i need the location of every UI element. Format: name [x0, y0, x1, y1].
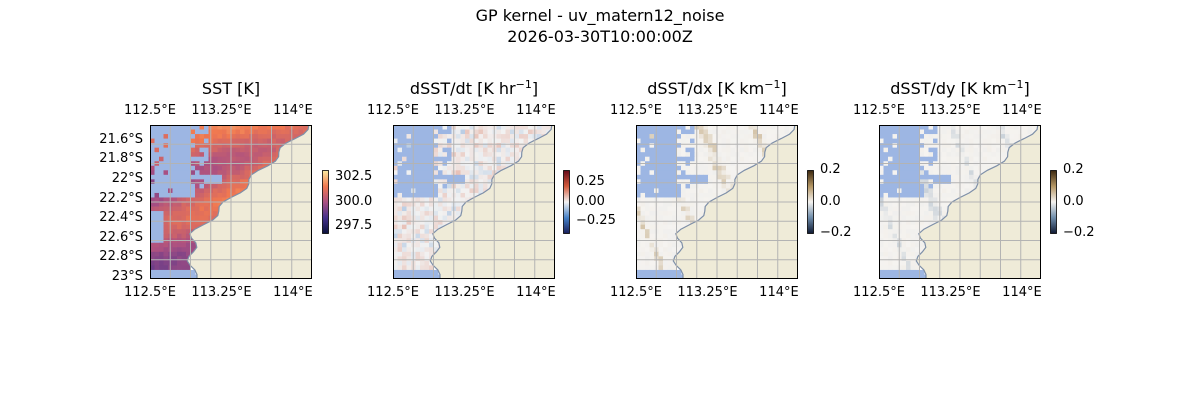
panel-title: dSST/dx [K km−1]	[567, 78, 867, 98]
colorbar	[563, 170, 570, 234]
map-frame	[636, 125, 798, 279]
x-tick-label-top: 114°E	[273, 103, 313, 118]
figure-title: GP kernel - uv_matern12_noise	[475, 6, 725, 25]
x-tick-label-top: 112.5°E	[610, 103, 662, 118]
figure-subtitle: 2026-03-30T10:00:00Z	[507, 27, 693, 46]
x-tick-label-bottom: 113.25°E	[191, 285, 252, 300]
x-tick-label-top: 112.5°E	[853, 103, 905, 118]
colorbar-tick-label: 302.5	[335, 168, 373, 184]
colorbar-tick-label: 0.00	[576, 193, 605, 209]
map-panel	[393, 125, 555, 279]
x-tick-label-top: 114°E	[759, 103, 799, 118]
panel-title-text: dSST/dx [K km	[647, 79, 765, 98]
x-tick-label-bottom: 113.25°E	[920, 285, 981, 300]
x-tick-label-bottom: 114°E	[1002, 285, 1042, 300]
x-tick-label-bottom: 114°E	[273, 285, 313, 300]
colorbar-tick-label: 0.0	[1063, 193, 1084, 209]
x-tick-label-top: 114°E	[516, 103, 556, 118]
panel-title: dSST/dy [K km−1]	[810, 78, 1110, 98]
colorbar-tick-label: −0.25	[576, 213, 616, 229]
y-tick-label: 21.8°S	[99, 151, 143, 167]
colorbar-tick-label: 297.5	[335, 218, 373, 234]
gridlines	[879, 125, 1041, 279]
x-tick-label-top: 113.25°E	[191, 103, 252, 118]
panel-title-bracket: ]	[780, 79, 787, 98]
x-tick-label-bottom: 113.25°E	[434, 285, 495, 300]
colorbar-tick-label: 0.0	[820, 193, 841, 209]
colorbar	[807, 170, 814, 234]
x-tick-label-top: 112.5°E	[124, 103, 176, 118]
gridlines	[393, 125, 555, 279]
data-field	[636, 125, 798, 279]
x-tick-label-top: 113.25°E	[677, 103, 738, 118]
x-tick-label-top: 114°E	[1002, 103, 1042, 118]
y-tick-label: 22°S	[111, 170, 143, 186]
y-tick-label: 22.8°S	[99, 249, 143, 265]
panel-title-exponent: −1	[515, 78, 532, 91]
x-tick-label-bottom: 112.5°E	[367, 285, 419, 300]
x-tick-label-bottom: 114°E	[759, 285, 799, 300]
x-tick-label-bottom: 114°E	[516, 285, 556, 300]
y-tick-label: 23°S	[111, 269, 143, 285]
map-frame	[879, 125, 1041, 279]
panel-title: dSST/dt [K hr−1]	[324, 78, 624, 98]
x-tick-label-top: 112.5°E	[367, 103, 419, 118]
panel-title-text: dSST/dt [K hr	[409, 79, 516, 98]
panel-title-text: SST [K]	[201, 79, 261, 98]
y-tick-label: 21.6°S	[99, 131, 143, 147]
colorbar-tick-label: −0.2	[820, 225, 852, 240]
x-tick-label-bottom: 113.25°E	[677, 285, 738, 300]
panel-title-bracket: ]	[1023, 79, 1030, 98]
colorbar-tick-label: 300.0	[335, 193, 373, 209]
y-tick-label: 22.6°S	[99, 229, 143, 245]
x-tick-label-bottom: 112.5°E	[853, 285, 905, 300]
colorbar	[1050, 170, 1057, 234]
map-frame	[150, 125, 312, 279]
x-tick-label-top: 113.25°E	[434, 103, 495, 118]
y-tick-label: 22.2°S	[99, 190, 143, 206]
panel-title-text: dSST/dy [K km	[890, 79, 1008, 98]
panel-title-exponent: −1	[1007, 78, 1024, 91]
x-tick-label-bottom: 112.5°E	[610, 285, 662, 300]
colorbar	[322, 170, 329, 234]
map-panel	[150, 125, 312, 279]
gridlines	[150, 125, 312, 279]
x-tick-label-bottom: 112.5°E	[124, 285, 176, 300]
colorbar-tick-label: −0.2	[1063, 225, 1095, 240]
map-panel	[636, 125, 798, 279]
colorbar-tick-label: 0.25	[576, 173, 605, 189]
panel-title: SST [K]	[81, 80, 381, 98]
map-frame	[393, 125, 555, 279]
panel-title-exponent: −1	[764, 78, 781, 91]
colorbar-tick-label: 0.2	[1063, 162, 1084, 177]
map-panel	[879, 125, 1041, 279]
x-tick-label-top: 113.25°E	[920, 103, 981, 118]
gridlines	[636, 125, 798, 279]
panel-title-bracket: ]	[531, 79, 539, 98]
colorbar-tick-label: 0.2	[820, 162, 841, 177]
y-tick-label: 22.4°S	[99, 210, 143, 226]
